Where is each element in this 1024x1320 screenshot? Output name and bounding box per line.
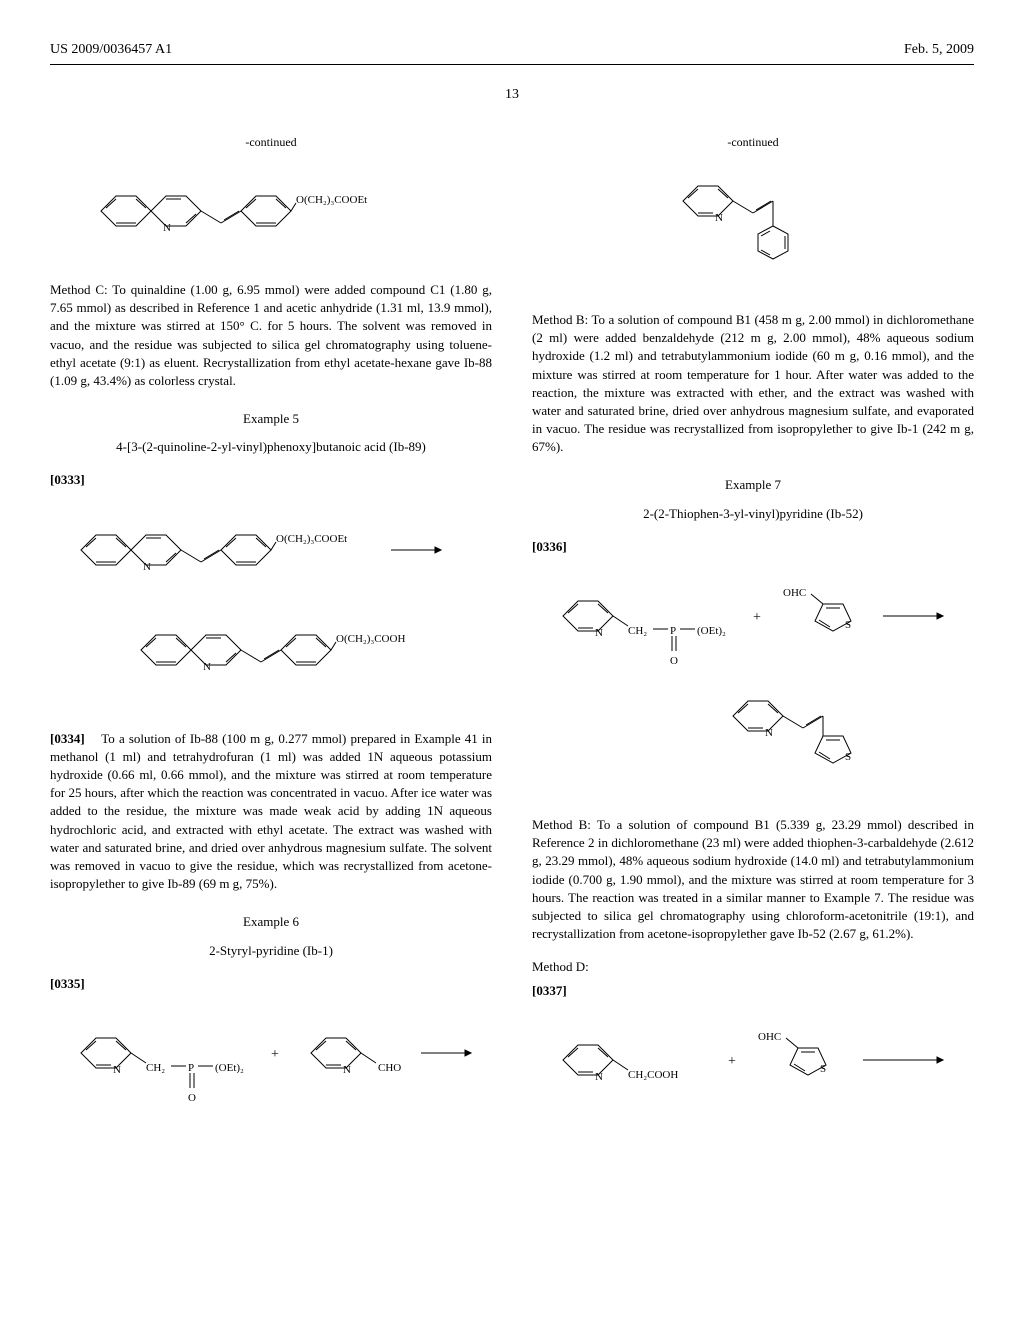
svg-text:N: N bbox=[203, 661, 211, 673]
svg-text:N: N bbox=[595, 1071, 603, 1083]
para-0336: [0336] bbox=[532, 538, 974, 556]
structure-ex6-reactants: N CH₂ P (OEt)₂ O + N bbox=[50, 1013, 492, 1113]
structure-ib88: N O(CH₂)₃COOEt bbox=[50, 171, 492, 261]
left-column: -continued N bbox=[50, 134, 492, 1133]
structure-ex7-scheme: N CH₂ P (OEt)₂ O + OHC bbox=[532, 576, 974, 796]
svg-text:N: N bbox=[113, 1064, 121, 1076]
structure-ib89-scheme: N O(CH₂)₃COOEt bbox=[50, 510, 492, 710]
structure-method-d: N CH₂COOH + OHC S bbox=[532, 1020, 974, 1110]
svg-text:OHC: OHC bbox=[758, 1031, 781, 1043]
svg-text:O: O bbox=[670, 655, 678, 667]
para-0334-num: [0334] bbox=[50, 731, 85, 746]
svg-text:O(CH₂)₃COOH: O(CH₂)₃COOH bbox=[336, 633, 405, 645]
header-rule bbox=[50, 64, 974, 65]
svg-text:P: P bbox=[670, 625, 676, 637]
para-0337: [0337] bbox=[532, 982, 974, 1000]
method-b-text: Method B: To a solution of compound B1 (… bbox=[532, 311, 974, 457]
svg-text:+: + bbox=[753, 610, 761, 625]
svg-text:O: O bbox=[188, 1092, 196, 1104]
svg-text:N: N bbox=[163, 222, 171, 234]
doc-date: Feb. 5, 2009 bbox=[904, 40, 974, 60]
example6-compound: 2-Styryl-pyridine (Ib-1) bbox=[50, 942, 492, 960]
svg-text:S: S bbox=[845, 619, 851, 631]
example7-compound: 2-(2-Thiophen-3-yl-vinyl)pyridine (Ib-52… bbox=[532, 505, 974, 523]
svg-text:CHO: CHO bbox=[378, 1062, 401, 1074]
method-b2-text: Method B: To a solution of compound B1 (… bbox=[532, 816, 974, 943]
svg-text:N: N bbox=[595, 627, 603, 639]
continued-label: -continued bbox=[50, 134, 492, 151]
page-header: US 2009/0036457 A1 Feb. 5, 2009 bbox=[50, 40, 974, 60]
svg-text:S: S bbox=[845, 751, 851, 763]
para-0334-text: [0334] To a solution of Ib-88 (100 m g, … bbox=[50, 730, 492, 894]
svg-text:O(CH₂)₃COOEt: O(CH₂)₃COOEt bbox=[276, 533, 347, 545]
example6-heading: Example 6 bbox=[50, 913, 492, 931]
method-d-label: Method D: bbox=[532, 958, 974, 976]
example7-heading: Example 7 bbox=[532, 476, 974, 494]
example5-heading: Example 5 bbox=[50, 410, 492, 428]
svg-text:+: + bbox=[728, 1054, 736, 1069]
page-number: 13 bbox=[50, 85, 974, 105]
para-0335: [0335] bbox=[50, 975, 492, 993]
svg-text:(OEt)₂: (OEt)₂ bbox=[215, 1062, 244, 1074]
svg-text:CH₂COOH: CH₂COOH bbox=[628, 1069, 678, 1081]
para-0334-body: To a solution of Ib-88 (100 m g, 0.277 m… bbox=[50, 731, 492, 892]
svg-text:S: S bbox=[820, 1063, 826, 1075]
svg-text:CH₂: CH₂ bbox=[146, 1062, 165, 1074]
content-columns: -continued N bbox=[50, 134, 974, 1133]
svg-text:N: N bbox=[343, 1064, 351, 1076]
svg-text:N: N bbox=[715, 212, 723, 224]
svg-text:O(CH₂)₃COOEt: O(CH₂)₃COOEt bbox=[296, 194, 367, 206]
svg-text:OHC: OHC bbox=[783, 587, 806, 599]
svg-text:N: N bbox=[765, 727, 773, 739]
svg-text:(OEt)₂: (OEt)₂ bbox=[697, 625, 726, 637]
svg-text:+: + bbox=[271, 1047, 279, 1062]
para-0333: [0333] bbox=[50, 471, 492, 489]
example5-compound: 4-[3-(2-quinoline-2-yl-vinyl)phenoxy]but… bbox=[50, 438, 492, 456]
svg-text:CH₂: CH₂ bbox=[628, 625, 647, 637]
svg-text:N: N bbox=[143, 561, 151, 573]
continued-label-r: -continued bbox=[532, 134, 974, 151]
method-c-text: Method C: To quinaldine (1.00 g, 6.95 mm… bbox=[50, 281, 492, 390]
structure-ib1: N bbox=[532, 171, 974, 291]
right-column: -continued N bbox=[532, 134, 974, 1133]
svg-text:P: P bbox=[188, 1062, 194, 1074]
doc-number: US 2009/0036457 A1 bbox=[50, 40, 172, 60]
